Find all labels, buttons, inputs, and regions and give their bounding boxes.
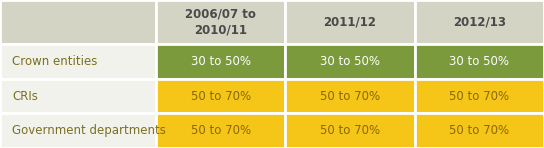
Bar: [156, 0, 285, 44]
Bar: [415, 79, 544, 114]
Text: 2012/13: 2012/13: [453, 16, 506, 29]
Text: 50 to 70%: 50 to 70%: [449, 90, 509, 103]
Text: 50 to 70%: 50 to 70%: [190, 124, 251, 137]
Text: CRIs: CRIs: [13, 90, 39, 103]
Bar: [285, 0, 415, 44]
Bar: [156, 79, 285, 114]
Text: 30 to 50%: 30 to 50%: [320, 55, 380, 68]
Bar: [0, 0, 156, 44]
Text: 50 to 70%: 50 to 70%: [320, 124, 380, 137]
Bar: [0, 44, 156, 79]
Bar: [156, 114, 285, 148]
Text: 30 to 50%: 30 to 50%: [191, 55, 251, 68]
Bar: [415, 44, 544, 79]
Text: 50 to 70%: 50 to 70%: [449, 124, 509, 137]
Bar: [415, 114, 544, 148]
Bar: [0, 114, 156, 148]
Bar: [0, 79, 156, 114]
Text: Government departments: Government departments: [13, 124, 166, 137]
Bar: [415, 0, 544, 44]
Bar: [285, 44, 415, 79]
Text: 50 to 70%: 50 to 70%: [190, 90, 251, 103]
Text: Crown entities: Crown entities: [13, 55, 98, 68]
Bar: [285, 79, 415, 114]
Bar: [156, 44, 285, 79]
Bar: [285, 114, 415, 148]
Text: 30 to 50%: 30 to 50%: [449, 55, 509, 68]
Text: 2011/12: 2011/12: [324, 16, 376, 29]
Text: 2006/07 to
2010/11: 2006/07 to 2010/11: [186, 8, 256, 37]
Text: 50 to 70%: 50 to 70%: [320, 90, 380, 103]
